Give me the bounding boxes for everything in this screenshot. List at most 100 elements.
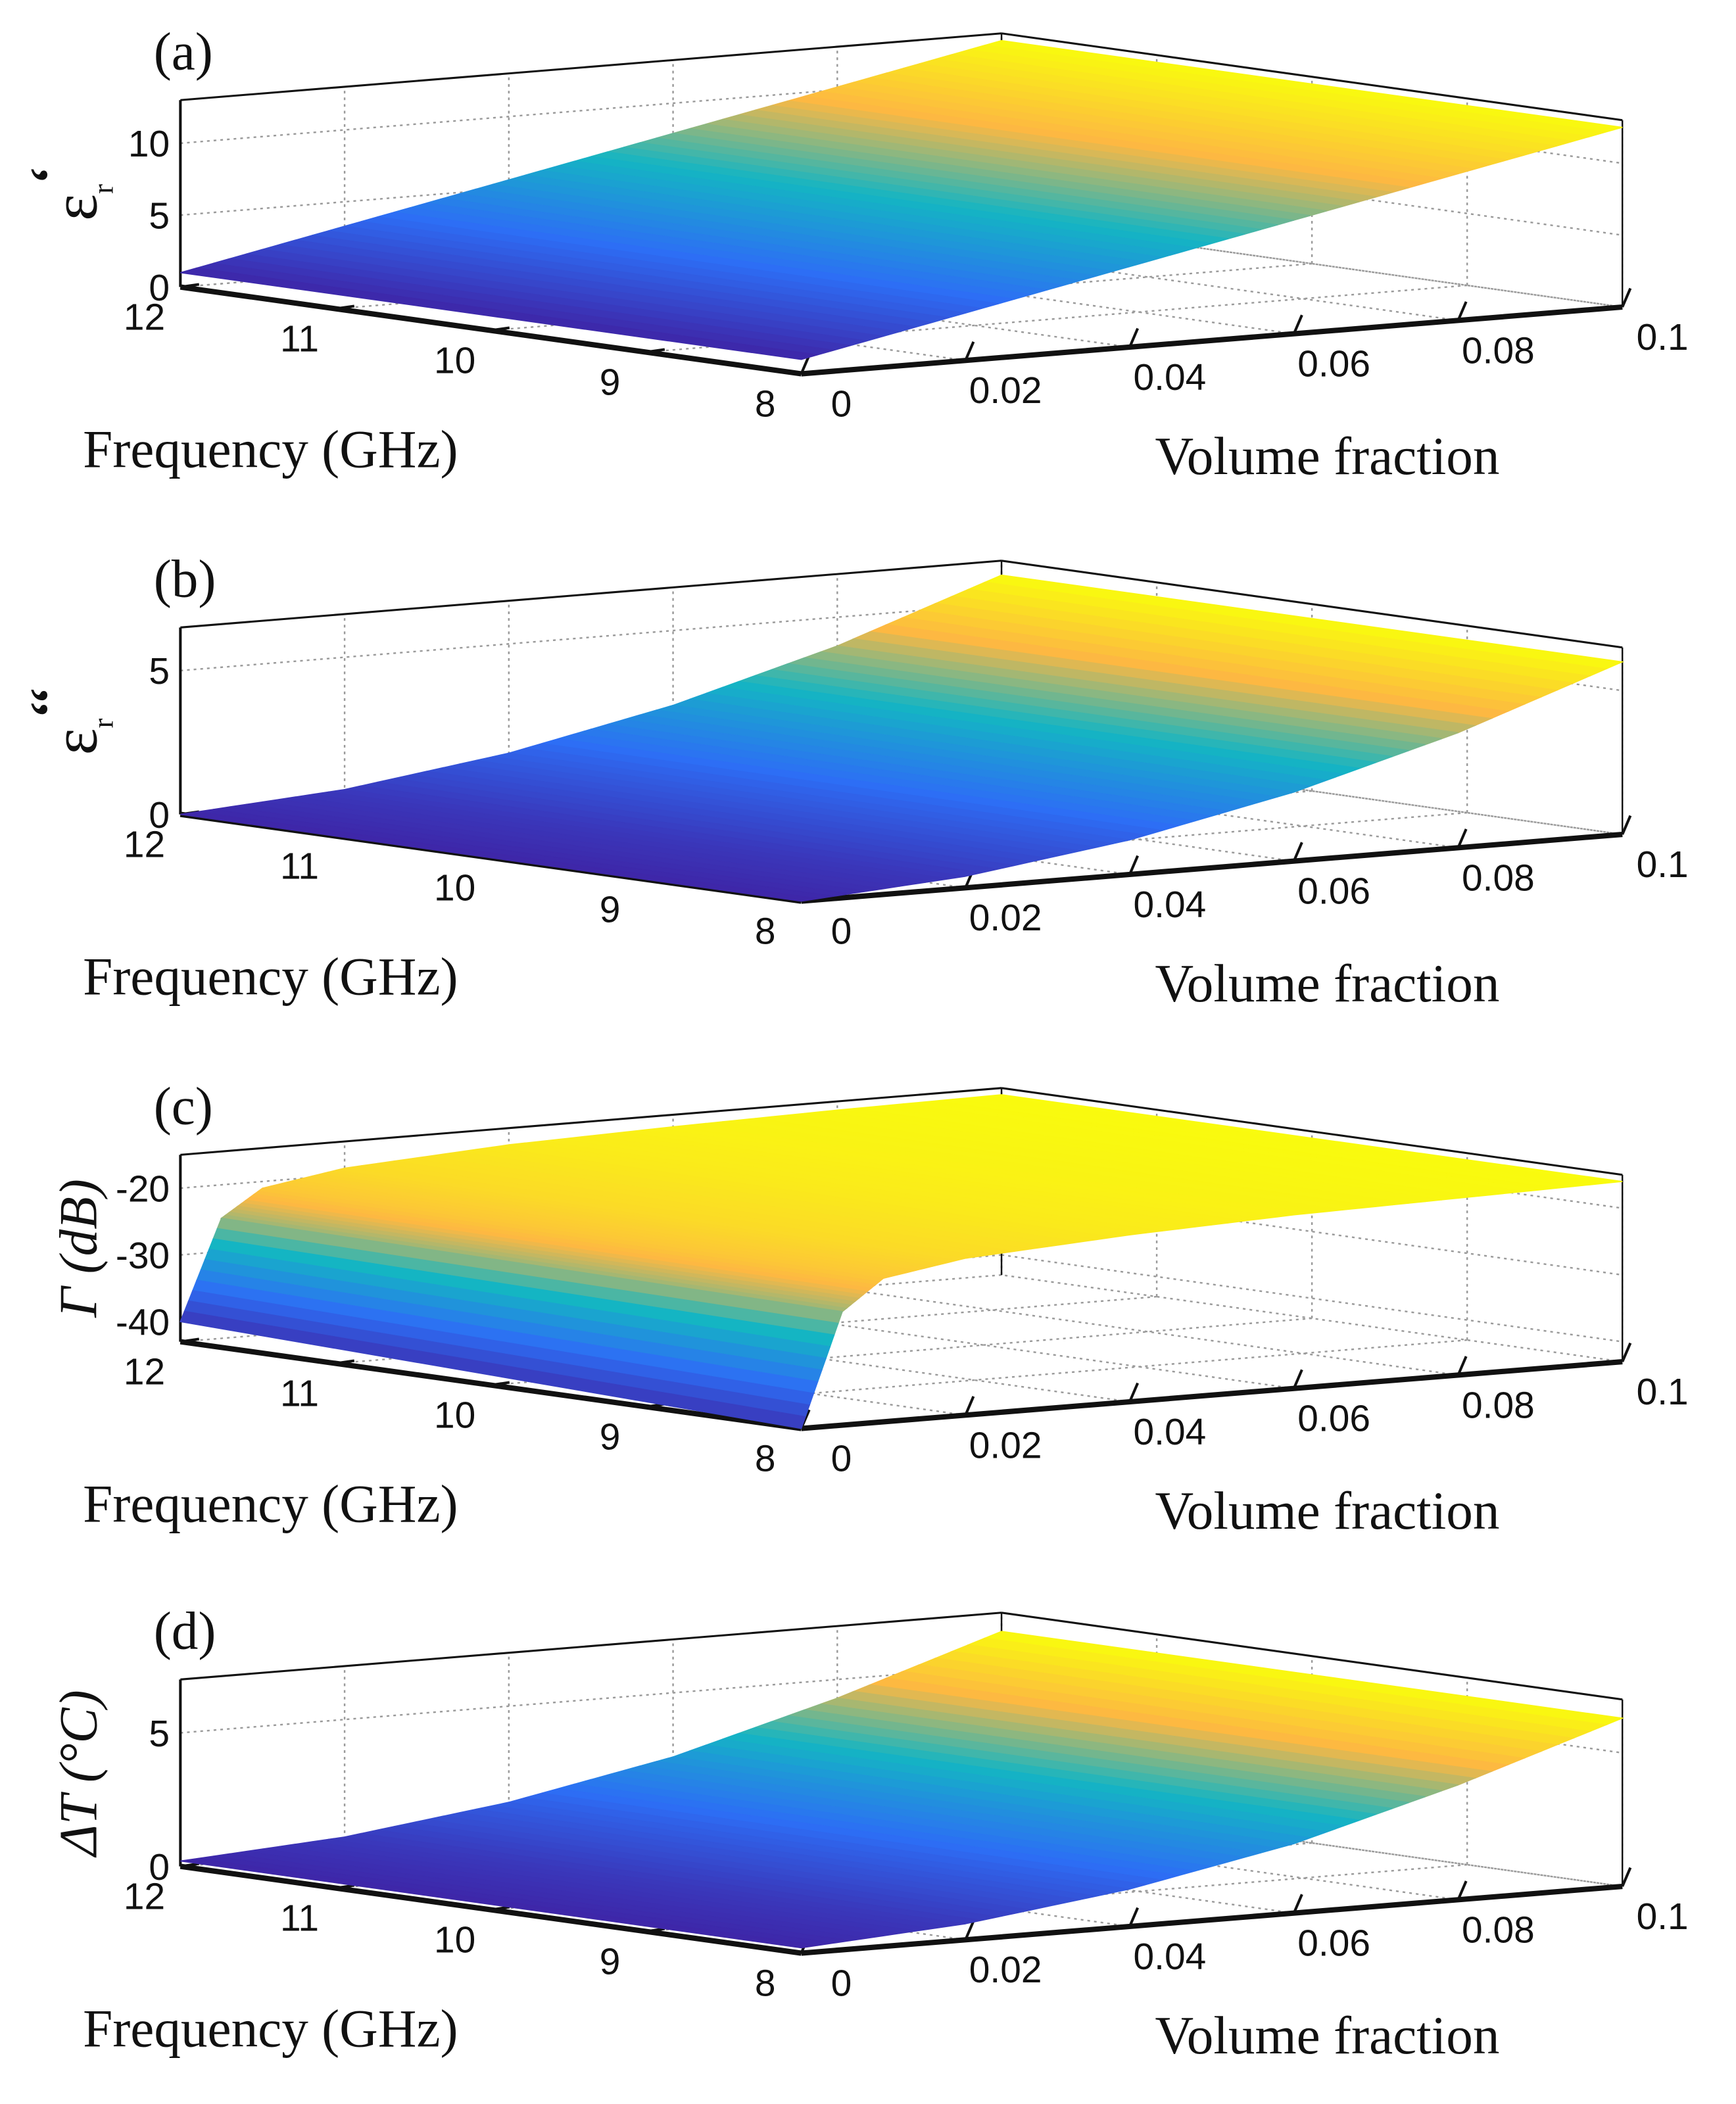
- y-tick-label: 0.1: [1637, 1896, 1689, 1938]
- axis-edge: [801, 831, 1623, 904]
- y-tick-label: 0.06: [1297, 1923, 1370, 1965]
- surface-patch: [180, 1310, 806, 1429]
- x-tick-label: 10: [434, 868, 475, 909]
- x-tick-label: 12: [124, 825, 165, 866]
- y-tick-label: 0.04: [1134, 884, 1207, 926]
- tick-mark: [1292, 842, 1303, 862]
- tick-mark: [1292, 1894, 1303, 1914]
- axis-edge: [1001, 32, 1623, 122]
- y-tick-label: 0.02: [969, 897, 1042, 939]
- x-axis-label: Frequency (GHz): [83, 947, 458, 1007]
- tick-mark: [1457, 1880, 1468, 1901]
- y-tick-label: 0.08: [1462, 1909, 1535, 1951]
- grid-line: [1001, 1798, 1623, 1888]
- x-tick-label: 11: [280, 1374, 319, 1415]
- tick-mark: [1457, 828, 1468, 849]
- y-tick-label: 0.02: [969, 370, 1042, 412]
- z-axis-label: εr ‘: [19, 166, 119, 221]
- y-tick-label: 0.02: [969, 1425, 1042, 1466]
- x-tick-label: 8: [755, 384, 776, 425]
- tick-mark: [1292, 1369, 1303, 1389]
- z-tick-label: 5: [149, 1713, 170, 1755]
- z-axis-label-sub: r: [86, 718, 119, 728]
- tick-mark: [964, 341, 975, 362]
- axis-edge: [801, 304, 1623, 377]
- z-tick-label: 10: [128, 124, 170, 165]
- tick-mark: [1128, 855, 1140, 875]
- axis-edge: [180, 560, 1002, 629]
- x-tick-label: 12: [124, 297, 165, 339]
- x-tick-label: 11: [280, 1898, 319, 1940]
- tick-mark: [1128, 327, 1140, 348]
- x-axis-label: Frequency (GHz): [83, 1475, 458, 1534]
- x-tick-label: 11: [280, 319, 319, 360]
- panel-label: (a): [154, 22, 213, 82]
- axis-edge: [801, 1883, 1623, 1956]
- x-tick-label: 12: [124, 1352, 165, 1393]
- x-tick-label: 8: [755, 1439, 776, 1480]
- tick-mark: [1457, 1356, 1468, 1376]
- tick-mark: [1457, 301, 1468, 322]
- y-tick-label: 0: [831, 1439, 852, 1480]
- tick-mark: [1128, 1907, 1140, 1927]
- panel-label: (b): [154, 550, 216, 609]
- panel: -40 -30 -20 0 0.02 0.04 0.06 0.08 0.1 8 9 10 11 12 (c)…: [49, 1077, 1688, 1541]
- y-tick-label: 0.06: [1297, 344, 1370, 385]
- axis-edge: [1001, 1612, 1623, 1701]
- y-tick-label: 0.04: [1134, 1936, 1207, 1978]
- y-tick-label: 0.04: [1134, 357, 1207, 398]
- y-tick-label: 0.02: [969, 1949, 1042, 1991]
- x-tick-label: 8: [755, 911, 776, 953]
- z-axis-label-part: ε: [39, 194, 110, 221]
- y-tick-label: 0.1: [1637, 317, 1689, 358]
- y-tick-label: 0.1: [1637, 1372, 1689, 1413]
- panel-label: (d): [154, 1602, 216, 1661]
- z-tick-label: 5: [149, 651, 170, 692]
- z-axis-label-sub: r: [86, 184, 119, 194]
- x-tick-label: 9: [600, 1942, 621, 1983]
- y-tick-label: 0: [831, 1963, 852, 2005]
- y-tick-label: 0.1: [1637, 844, 1689, 886]
- axis-edge: [180, 1339, 802, 1431]
- y-axis-label: Volume fraction: [1155, 954, 1500, 1013]
- x-tick-label: 9: [600, 1417, 621, 1458]
- tick-mark: [1621, 815, 1632, 835]
- y-axis-label: Volume fraction: [1155, 2006, 1500, 2065]
- surface-patch: [180, 1857, 818, 1949]
- x-tick-label: 10: [434, 1395, 475, 1437]
- x-axis-label: Frequency (GHz): [83, 420, 458, 479]
- y-tick-label: 0.06: [1297, 1399, 1370, 1440]
- surface-patch: [180, 267, 818, 360]
- x-tick-label: 8: [755, 1963, 776, 2005]
- z-tick-label: -30: [116, 1235, 170, 1277]
- tick-mark: [1292, 314, 1303, 335]
- axis-edge: [1001, 1087, 1623, 1176]
- z-tick-label: -40: [116, 1302, 170, 1343]
- panel-label: (c): [154, 1077, 213, 1136]
- axis-edge: [180, 32, 1002, 101]
- grid-line: [1001, 1254, 1623, 1343]
- tick-mark: [1128, 1382, 1140, 1402]
- y-tick-label: 0.06: [1297, 871, 1370, 913]
- grid-line: [1001, 1187, 1623, 1276]
- y-tick-label: 0: [831, 384, 852, 425]
- x-tick-label: 9: [600, 890, 621, 931]
- z-axis-label: ΔT (°C): [49, 1690, 108, 1857]
- y-tick-label: 0.08: [1462, 1385, 1535, 1426]
- y-tick-label: 0.08: [1462, 330, 1535, 371]
- z-tick-label: 5: [149, 196, 170, 237]
- y-tick-label: 0.08: [1462, 857, 1535, 899]
- z-tick-label: 0: [149, 1847, 170, 1888]
- grid-line: [1001, 1120, 1623, 1209]
- z-tick-label: 0: [149, 268, 170, 309]
- x-tick-label: 10: [434, 1920, 475, 1961]
- tick-mark: [1621, 1867, 1632, 1887]
- y-tick-label: 0: [831, 911, 852, 953]
- axis-edge: [180, 1863, 802, 1956]
- grid-line: [1001, 1274, 1623, 1363]
- axis-edge: [1001, 560, 1623, 649]
- z-tick-label: -20: [116, 1168, 170, 1210]
- axis-edge: [801, 1359, 1623, 1431]
- tick-mark: [800, 354, 811, 375]
- tick-mark: [964, 1921, 975, 1941]
